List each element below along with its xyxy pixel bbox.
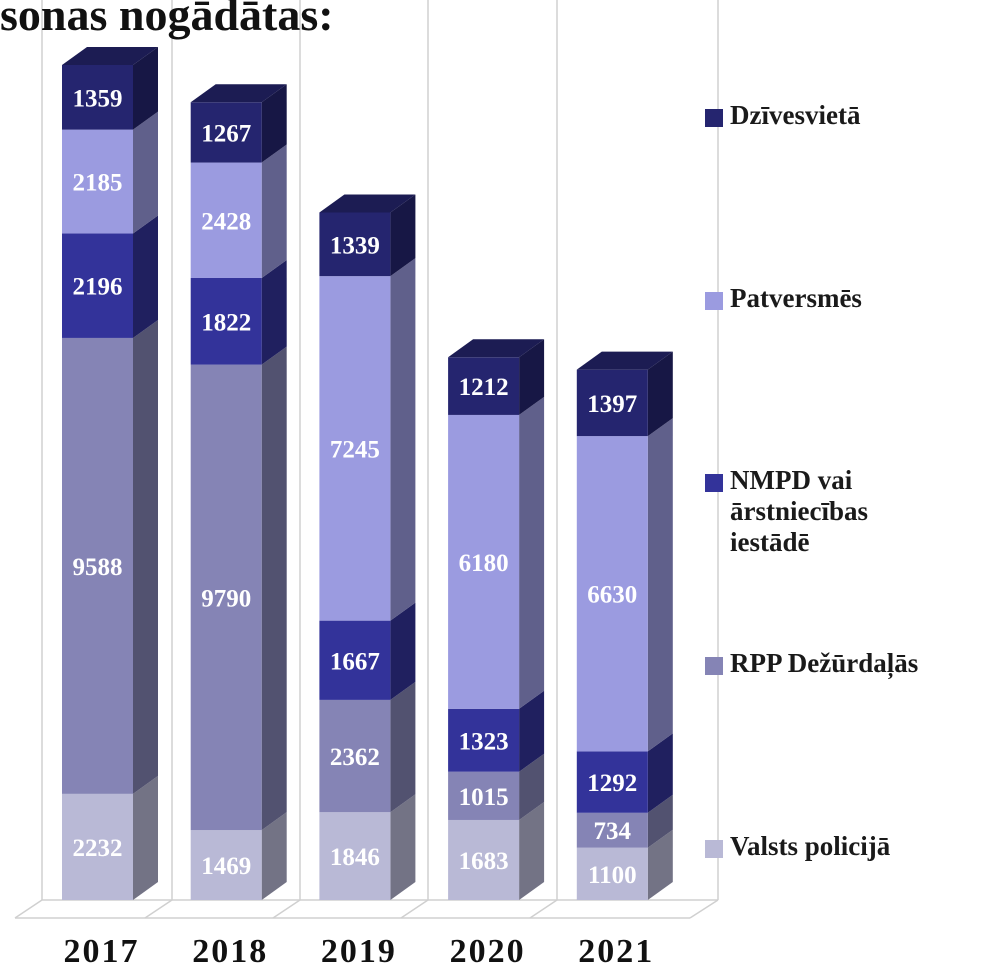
x-tick-label: 2019	[321, 933, 397, 970]
legend-swatch	[705, 840, 723, 858]
bar-side	[647, 351, 673, 437]
bar	[190, 162, 262, 278]
bar-side	[133, 215, 158, 338]
data-label: 1667	[330, 648, 380, 675]
legend-label: Dzīvesvietā	[730, 100, 861, 130]
bar-side	[647, 829, 673, 900]
data-label: 1683	[459, 848, 509, 875]
legend-label: Patversmēs	[730, 283, 862, 313]
bar-side	[133, 47, 158, 130]
bar-top	[448, 339, 545, 358]
bar	[576, 847, 648, 900]
bar	[62, 129, 133, 234]
x-tick-label: 2017	[64, 933, 140, 970]
bar-side	[390, 258, 416, 621]
bar	[190, 277, 262, 365]
data-label: 6180	[459, 550, 509, 577]
x-tick-label: 2020	[450, 933, 526, 970]
legend-swatch	[705, 292, 723, 310]
data-label: 9790	[201, 585, 251, 612]
bar-top	[576, 351, 673, 370]
bar	[62, 337, 133, 794]
floor	[14, 0, 719, 919]
legend-swatch	[705, 474, 723, 492]
bar-side	[519, 801, 545, 900]
data-label: 2185	[73, 170, 123, 197]
bar	[319, 212, 391, 277]
bar-side	[519, 753, 545, 820]
bar	[319, 276, 391, 621]
legend-label: NMPD vai ārstniecības iestādē	[730, 465, 868, 557]
data-label: 2428	[201, 208, 251, 235]
bar	[62, 793, 133, 900]
legend-swatch	[705, 109, 723, 127]
x-tick-label: 2021	[578, 933, 654, 970]
bar	[319, 812, 391, 900]
data-label: 7245	[330, 436, 380, 463]
bar-side	[133, 319, 158, 794]
bar	[576, 436, 648, 752]
bar-side	[519, 396, 545, 709]
legend-label: RPP Dežūrdaļās	[730, 648, 919, 678]
bar-side	[261, 259, 287, 365]
bar	[319, 620, 391, 700]
data-label: 2196	[73, 274, 123, 301]
bar-side	[647, 418, 673, 752]
data-label: 1015	[459, 784, 509, 811]
bar-side	[133, 111, 158, 234]
bar-top	[62, 47, 158, 65]
legend-swatch	[705, 657, 723, 675]
data-label: 1212	[459, 374, 509, 401]
bar-side	[390, 602, 416, 700]
bar	[62, 233, 133, 338]
bar-side	[133, 775, 158, 900]
bar	[319, 699, 391, 813]
data-label: 1267	[201, 120, 251, 147]
legend-label: Valsts policijā	[730, 831, 891, 861]
data-label: 1292	[587, 770, 637, 797]
data-label: 1822	[201, 309, 251, 336]
bar	[190, 364, 262, 831]
bar-side	[647, 794, 673, 848]
data-label: 2232	[73, 835, 123, 862]
bar	[448, 414, 520, 709]
bar-side	[261, 812, 287, 900]
data-label: 1846	[330, 844, 380, 871]
bar	[448, 819, 520, 900]
data-label: 1323	[459, 728, 509, 755]
bar	[448, 771, 520, 820]
bar-side	[390, 794, 416, 900]
bar-side	[647, 733, 673, 813]
data-label: 1359	[73, 85, 123, 112]
bar	[448, 357, 520, 415]
bar	[576, 751, 648, 813]
data-label: 6630	[587, 582, 637, 609]
data-label: 1339	[330, 232, 380, 259]
data-label: 1100	[588, 862, 637, 889]
bar-side	[261, 144, 287, 278]
data-label: 1397	[587, 391, 637, 418]
data-label: 734	[594, 818, 632, 845]
bar	[190, 102, 262, 163]
bar	[448, 708, 520, 772]
bar	[576, 812, 648, 848]
bar-top	[319, 194, 416, 213]
chart-title: sonas nogādātas:	[0, 0, 334, 40]
bar-side	[390, 194, 416, 277]
bar-side	[261, 84, 287, 163]
bar	[190, 830, 262, 900]
data-label: 1469	[201, 853, 251, 880]
bar-top	[190, 84, 287, 103]
bar-side	[390, 681, 416, 813]
bar-side	[519, 690, 545, 772]
bar	[62, 65, 133, 130]
bar-side	[519, 339, 545, 415]
bar	[576, 369, 648, 437]
bar-side	[261, 346, 287, 831]
data-label: 9588	[73, 554, 123, 581]
data-label: 2362	[330, 744, 380, 771]
x-tick-label: 2018	[192, 933, 268, 970]
